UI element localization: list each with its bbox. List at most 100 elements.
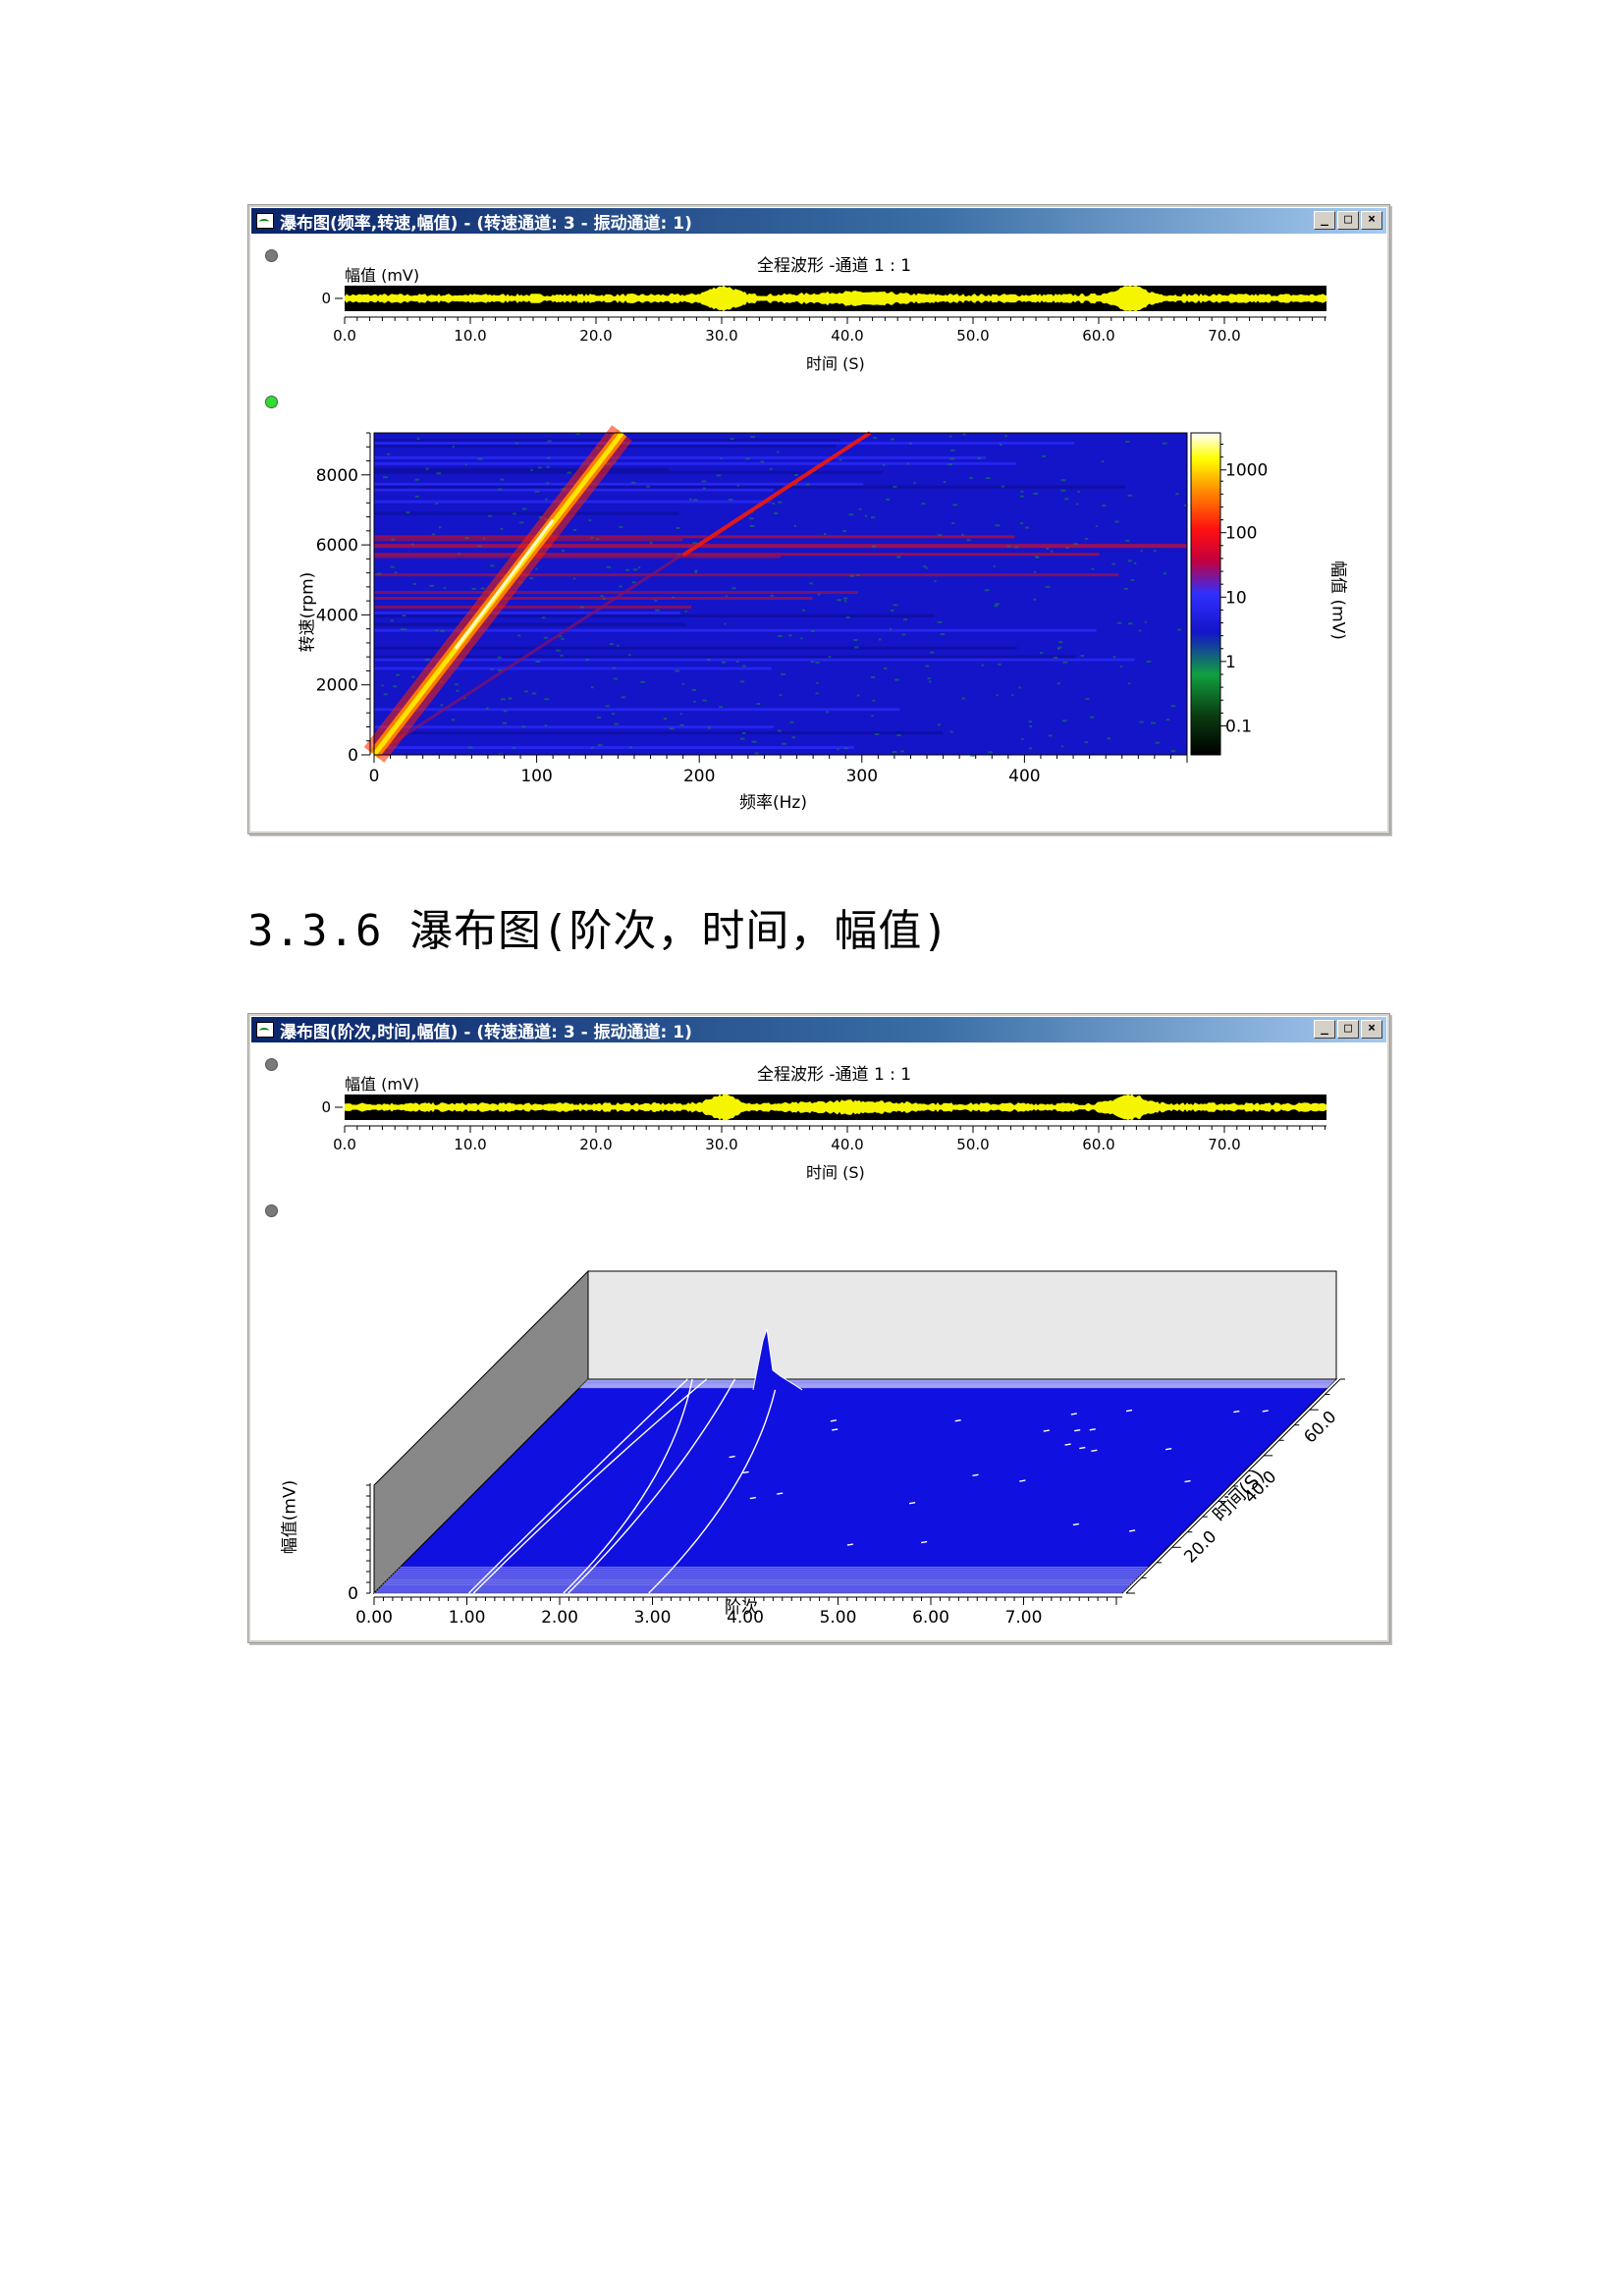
peak-spike xyxy=(752,1328,803,1391)
spectrum-dash xyxy=(742,1470,749,1474)
spectrogram-noise xyxy=(1101,460,1105,463)
spectrogram-noise xyxy=(396,673,401,676)
spectrogram-noise xyxy=(508,697,513,700)
spectrogram-noise xyxy=(837,748,839,751)
spectrogram-noise xyxy=(896,556,901,559)
spectrogram-noise xyxy=(1021,737,1024,740)
spectrum-dash xyxy=(1064,1443,1071,1446)
spectrogram-noise xyxy=(1001,485,1005,488)
spectrogram-noise xyxy=(720,457,723,460)
spectrogram-noise xyxy=(517,634,521,637)
spectrum-dash xyxy=(1079,1446,1086,1450)
overview-xtick-label: 60.0 xyxy=(1082,327,1114,345)
spectrogram-noise xyxy=(934,580,937,583)
spectrogram-noise xyxy=(638,566,641,569)
spectrogram-noise xyxy=(603,598,606,601)
spectrogram-noise xyxy=(882,463,886,466)
spectrogram-streak xyxy=(374,573,1119,577)
plot3d-ytick-label: 0 xyxy=(348,1584,358,1604)
spectrogram-noise xyxy=(679,723,684,726)
window-titlebar[interactable]: 瀑布图(阶次,时间,幅值) - (转速通道: 3 - 振动通道: 1) _ □ … xyxy=(251,1017,1386,1042)
spectrogram-noise xyxy=(725,595,728,598)
waterfall-plot[interactable]: 0 100 200 300 400020004000600080000.11101001… xyxy=(248,409,1389,822)
status-indicator-green[interactable] xyxy=(265,396,278,408)
spectrogram-noise xyxy=(455,683,459,686)
spectrogram-noise xyxy=(892,751,897,754)
spectrogram-streak xyxy=(374,611,680,614)
spectrogram-noise xyxy=(400,628,404,631)
maximize-button[interactable]: □ xyxy=(1337,211,1359,230)
spectrogram-noise xyxy=(949,457,955,460)
spectrogram-noise xyxy=(969,476,973,479)
spectrogram-noise xyxy=(843,747,848,750)
spectrogram-noise xyxy=(429,584,435,587)
spectrogram-noise xyxy=(612,713,616,716)
spectrogram-noise xyxy=(994,605,999,608)
spectrogram-noise xyxy=(1177,628,1182,631)
spectrogram-streak xyxy=(374,455,987,459)
overview-waveform[interactable]: 0 0.0 10.0 20.0 30.0 40.0 50.0 60.0 70.0 xyxy=(248,274,1389,382)
spectrogram-noise xyxy=(815,661,820,664)
status-indicator-gray-2[interactable] xyxy=(265,1204,278,1217)
plot3d-xlabel: 阶次 xyxy=(725,1598,758,1618)
spectrum-dash xyxy=(1233,1410,1240,1414)
minimize-button[interactable]: _ xyxy=(1314,211,1335,230)
spectrogram-noise xyxy=(951,522,955,525)
spectrogram-noise xyxy=(739,680,745,683)
spectrogram-noise xyxy=(512,746,515,749)
spectrogram-noise xyxy=(521,725,526,728)
spectrogram-noise xyxy=(436,472,442,475)
maximize-button[interactable]: □ xyxy=(1337,1020,1359,1039)
waterfall-ytick-label: 4000 xyxy=(316,606,358,625)
spectrogram-noise xyxy=(794,474,798,477)
spectrogram-noise xyxy=(770,467,773,470)
window-titlebar[interactable]: 瀑布图(频率,转速,幅值) - (转速通道: 3 - 振动通道: 1) _ □ … xyxy=(251,208,1386,234)
spectrogram-noise xyxy=(512,512,516,515)
spectrogram-noise xyxy=(391,538,396,541)
spectrogram-noise xyxy=(731,587,736,590)
spectrogram-noise xyxy=(854,646,859,649)
status-indicator-gray[interactable] xyxy=(265,249,278,262)
spectrogram-noise xyxy=(1091,567,1095,570)
spectrogram-noise xyxy=(1034,556,1039,559)
spectrogram-noise xyxy=(503,710,508,713)
spectrogram-noise xyxy=(529,577,534,580)
spectrogram-noise xyxy=(1033,492,1039,495)
spectrogram-streak xyxy=(374,605,691,609)
spectrogram-noise xyxy=(962,433,966,436)
minimize-button[interactable]: _ xyxy=(1314,1020,1335,1039)
close-button[interactable]: × xyxy=(1361,1020,1382,1039)
spectrogram-noise xyxy=(628,654,631,657)
spectrogram-noise xyxy=(490,564,495,567)
spectrogram-noise xyxy=(387,453,391,455)
spectrogram-noise xyxy=(693,499,698,502)
spectrogram-noise xyxy=(425,467,429,470)
waterfall-xtick-label: 0 xyxy=(369,767,380,786)
status-indicator-gray[interactable] xyxy=(265,1058,278,1071)
window-app-icon xyxy=(256,1022,274,1038)
spectrogram-noise xyxy=(966,539,971,542)
plot3d-xtick-label: 7.00 xyxy=(1005,1608,1043,1628)
spectrogram-noise xyxy=(1170,750,1176,753)
waterfall-xtick-label: 100 xyxy=(520,767,552,786)
overview-waveform[interactable]: 0 0.0 10.0 20.0 30.0 40.0 50.0 60.0 70.0 xyxy=(248,1083,1389,1191)
spectrogram-noise xyxy=(1102,505,1107,507)
spectrogram-resonance-band xyxy=(374,544,1187,549)
spectrogram-noise xyxy=(394,571,398,574)
spectrogram-noise xyxy=(392,685,398,688)
spectrogram-noise xyxy=(1039,652,1044,655)
close-button[interactable]: × xyxy=(1361,211,1382,230)
plot3d-xtick-label: 6.00 xyxy=(912,1608,949,1628)
spectrogram-noise xyxy=(735,661,739,664)
spectrogram-noise xyxy=(870,676,876,679)
spectrogram-noise xyxy=(871,516,876,519)
spectrogram-noise xyxy=(777,451,780,454)
plot3d-xtick-label: 0.00 xyxy=(355,1608,393,1628)
order-line-1x-peak xyxy=(454,518,555,650)
waterfall-3d-plot[interactable]: 00.00 1.00 2.00 3.00 4.00 5.00 6.00 7.0020.040.… xyxy=(248,1210,1389,1642)
spectrogram-noise xyxy=(1089,716,1095,719)
overview-xlabel: 时间 (S) xyxy=(806,1163,865,1182)
spectrogram-noise xyxy=(940,633,946,636)
spectrogram-noise xyxy=(1051,550,1054,553)
spectrogram-noise xyxy=(1127,682,1131,685)
